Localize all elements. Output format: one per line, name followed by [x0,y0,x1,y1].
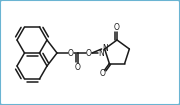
Text: O: O [68,49,74,58]
Text: O: O [99,69,105,78]
Text: N: N [98,49,104,58]
Text: N: N [102,45,107,53]
Text: O: O [114,24,120,33]
Text: O: O [75,62,81,72]
Text: O: O [86,49,92,58]
